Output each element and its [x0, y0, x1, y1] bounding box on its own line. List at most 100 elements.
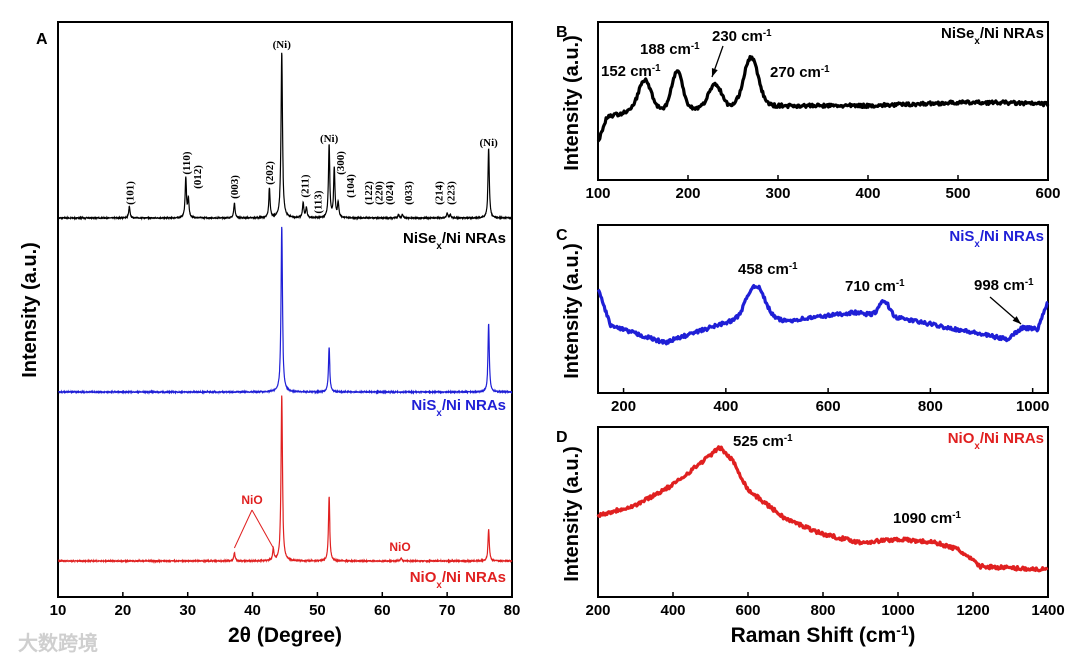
peak-annotation-part: 525 cm [733, 433, 784, 450]
panel-a-x-axis-title: 2θ (Degree) [228, 624, 342, 647]
nio-annotation: NiO [241, 493, 262, 507]
panel-a-letter: A [36, 31, 48, 48]
x-tick-label: 1400 [1031, 602, 1064, 619]
x-tick-label: 300 [765, 185, 790, 202]
panel-b-letter-part: B [556, 24, 568, 41]
raman-legend-label-part: NiSe [941, 25, 974, 42]
panel-b-y-axis-title-part: Intensity (a.u.) [561, 35, 583, 171]
x-tick-label-part: 80 [504, 602, 521, 619]
xrd-legend-label: NiSex/Ni NRAs [403, 230, 506, 252]
peak-annotation-part: -1 [821, 64, 830, 75]
peak-annotation: 188 cm-1 [640, 41, 700, 59]
nio-arrow [233, 509, 253, 549]
raman-spectrum [596, 54, 1050, 143]
raman-legend-label-part: NiS [949, 228, 974, 245]
x-tick-label: 100 [585, 185, 610, 202]
x-tick-label-part: 70 [439, 602, 456, 619]
hkl-label: (033) [403, 181, 415, 205]
x-tick-label: 60 [374, 602, 391, 619]
peak-annotation: 270 cm-1 [770, 64, 830, 82]
x-tick-label-part: 800 [918, 398, 943, 415]
hkl-label: (110) [181, 151, 193, 175]
hkl-label: (202) [264, 161, 276, 185]
panel-c-plot-area [597, 224, 1049, 394]
x-tick-label-part: 60 [374, 602, 391, 619]
panel-d-y-axis-title-part: Intensity (a.u.) [561, 446, 583, 582]
x-tick-label-part: 300 [765, 185, 790, 202]
x-tick-label: 200 [585, 602, 610, 619]
hkl-label: (211) [299, 174, 311, 198]
x-tick-label-part: 50 [309, 602, 326, 619]
xrd-legend-label-part: NiO [410, 569, 437, 586]
x-tick-label-part: 40 [244, 602, 261, 619]
peak-annotation-part: 1090 cm [893, 510, 952, 527]
x-tick-label-part: 600 [735, 602, 760, 619]
panel-c-letter-part: C [556, 227, 568, 244]
x-tick-label: 600 [816, 398, 841, 415]
raman-legend-label-part: x [974, 239, 980, 250]
panel-b-letter: B [556, 24, 568, 41]
x-tick-label-part: 1000 [1016, 398, 1049, 415]
nio-annotation: NiO [389, 540, 410, 554]
raman-legend-label-part: NiO [948, 430, 975, 447]
peak-annotation: 230 cm-1 [712, 28, 772, 46]
x-tick-label: 400 [713, 398, 738, 415]
xrd-legend-label-part: /Ni NRAs [442, 397, 506, 414]
peak-annotation-part: 230 cm [712, 28, 763, 45]
x-tick-label: 800 [810, 602, 835, 619]
peak-annotation-part: -1 [1025, 277, 1034, 288]
xrd-legend-label-part: x [436, 408, 442, 419]
raman-spectrum [596, 284, 1049, 346]
peak-annotation: 525 cm-1 [733, 433, 793, 451]
x-tick-label-part: 30 [179, 602, 196, 619]
nio-annotation-part: NiO [389, 540, 410, 554]
peak-annotation-part: 152 cm [601, 63, 652, 80]
panel-d-letter-part: D [556, 429, 568, 446]
x-tick-label-part: 200 [585, 602, 610, 619]
x-tick-label: 30 [179, 602, 196, 619]
peak-annotation: 152 cm-1 [601, 63, 661, 81]
x-tick-label: 20 [115, 602, 132, 619]
hkl-label: (024) [384, 181, 396, 205]
panel-d-y-axis-title: Intensity (a.u.) [561, 446, 583, 582]
hkl-label: (122) [363, 181, 375, 205]
raman-legend-label-part: x [974, 36, 980, 47]
peak-annotation: 998 cm-1 [974, 277, 1034, 295]
panel-a-plot-area [57, 21, 513, 598]
x-tick-label-part: 600 [1035, 185, 1060, 202]
hkl-label: (101) [124, 181, 136, 205]
panel-a-y-axis-title-part: Intensity (a.u.) [19, 242, 41, 378]
panel-c-y-axis-title: Intensity (a.u.) [561, 243, 583, 379]
x-tick-label-part: 100 [585, 185, 610, 202]
nio-annotation-part: NiO [241, 493, 262, 507]
x-tick-label-part: 1200 [956, 602, 989, 619]
arrow-head-icon [1012, 316, 1021, 324]
x-tick-label: 40 [244, 602, 261, 619]
ni-peak-label: (Ni) [273, 39, 292, 51]
xrd-trace-1 [58, 226, 513, 395]
hkl-label: (223) [445, 181, 457, 205]
raman-legend-label: NiOx/Ni NRAs [948, 430, 1044, 452]
raman-legend-label-part: /Ni NRAs [980, 228, 1044, 245]
xrd-legend-label-part: x [436, 580, 442, 591]
hkl-label: (300) [335, 151, 347, 175]
x-tick-label: 10 [50, 602, 67, 619]
hkl-label: (012) [192, 165, 204, 189]
ni-peak-label: (Ni) [479, 137, 498, 149]
x-tick-label: 200 [675, 185, 700, 202]
raman-legend-label: NiSex/Ni NRAs [941, 25, 1044, 47]
x-tick-label-part: 500 [945, 185, 970, 202]
x-tick-label: 200 [611, 398, 636, 415]
raman-spectrum [596, 445, 1049, 573]
raman-legend-label: NiSx/Ni NRAs [949, 228, 1044, 250]
ni-peak-label: (Ni) [320, 133, 339, 145]
panel-a-x-axis-title-part: 2θ (Degree) [228, 624, 342, 647]
peak-annotation-part: 998 cm [974, 277, 1025, 294]
x-tick-label: 1000 [1016, 398, 1049, 415]
x-tick-label: 600 [1035, 185, 1060, 202]
panel-d-x-axis-title: Raman Shift (cm-1) [731, 623, 916, 648]
panel-d-plot-area [597, 426, 1049, 598]
x-tick-label: 50 [309, 602, 326, 619]
x-tick-label: 500 [945, 185, 970, 202]
xrd-trace-2 [57, 395, 513, 564]
